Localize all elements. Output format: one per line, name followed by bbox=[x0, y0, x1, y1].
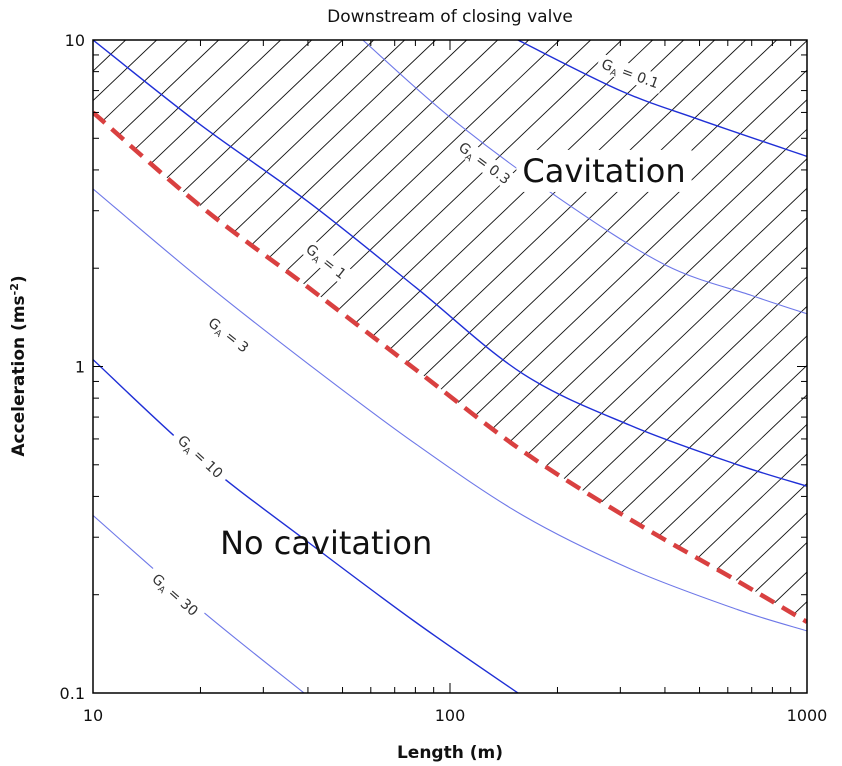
series-line-1 bbox=[362, 40, 807, 315]
region-label-no-cavitation: No cavitation bbox=[220, 524, 432, 562]
x-tick-label-2: 1000 bbox=[787, 706, 828, 725]
series-layer bbox=[93, 40, 807, 693]
contour-label-4: GA = 10 bbox=[169, 426, 232, 487]
y-axis-label: Acceleration (ms-2) bbox=[8, 275, 29, 456]
region-label-cavitation: Cavitation bbox=[522, 152, 685, 190]
contour-label-5: GA = 30 bbox=[143, 565, 207, 624]
series-line-6 bbox=[93, 110, 807, 624]
contour-label-2: GA = 1 bbox=[293, 233, 359, 290]
contour-label-0: GA = 0.1 bbox=[595, 53, 666, 94]
tick-layer: 10 100 1000 0.1 1 10 bbox=[60, 31, 828, 725]
series-line-2 bbox=[93, 40, 807, 487]
chart-title: Downstream of closing valve bbox=[327, 7, 573, 27]
y-tick-label-2: 10 bbox=[65, 31, 85, 50]
series-line-3 bbox=[93, 188, 807, 632]
hatch-region bbox=[93, 40, 807, 622]
series-line-0 bbox=[517, 40, 807, 158]
x-axis-label: Length (m) bbox=[397, 743, 503, 763]
y-tick-label-0: 0.1 bbox=[60, 684, 85, 703]
series-line-4 bbox=[93, 359, 519, 693]
svg-text:GA = 0.3: GA = 0.3 bbox=[454, 139, 513, 189]
x-tick-label-1: 100 bbox=[435, 706, 466, 725]
x-tick-label-0: 10 bbox=[83, 706, 103, 725]
svg-text:GA = 30: GA = 30 bbox=[147, 571, 201, 621]
svg-text:GA = 10: GA = 10 bbox=[173, 433, 226, 484]
y-tick-label-1: 1 bbox=[75, 358, 85, 377]
plot-frame bbox=[92, 39, 808, 694]
contour-label-3: GA = 3 bbox=[196, 306, 261, 363]
